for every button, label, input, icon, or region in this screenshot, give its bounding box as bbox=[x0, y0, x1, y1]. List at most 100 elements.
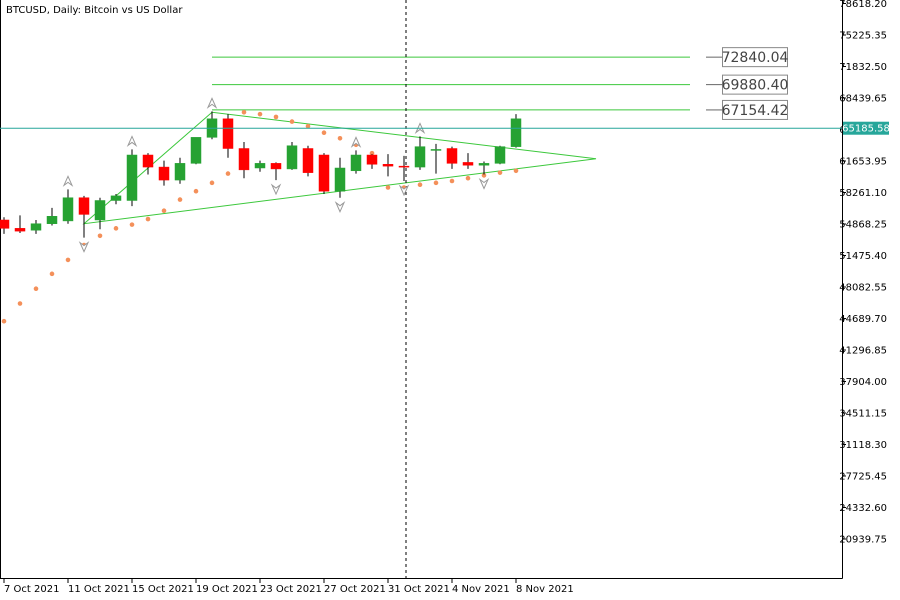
sar-dot bbox=[161, 208, 167, 214]
candle-body bbox=[94, 200, 106, 221]
candle bbox=[318, 153, 330, 194]
candle-body bbox=[0, 219, 10, 229]
candle bbox=[430, 143, 442, 174]
y-tick-label: 61653.95 bbox=[839, 157, 887, 168]
candle-body bbox=[494, 146, 506, 164]
time-axis: 7 Oct 2021 11 Oct 2021 15 Oct 2021 19 Oct 2… bbox=[3, 578, 574, 595]
sar-dot bbox=[177, 197, 183, 202]
sar-dot bbox=[209, 180, 215, 186]
candle-body bbox=[46, 216, 58, 224]
y-tick-label: 78618.20 bbox=[839, 0, 887, 10]
sar-dot bbox=[305, 123, 311, 129]
candle bbox=[174, 157, 186, 184]
candle bbox=[110, 193, 122, 205]
y-tick-label: 34511.15 bbox=[839, 409, 887, 420]
candle-body bbox=[270, 163, 282, 170]
sar-dot bbox=[257, 111, 263, 117]
sar-dot bbox=[65, 257, 71, 263]
sar-dot bbox=[33, 286, 39, 291]
candle bbox=[494, 145, 506, 165]
y-tick-label: 75225.35 bbox=[839, 31, 887, 42]
candle bbox=[78, 195, 90, 238]
fractal-down-arrow bbox=[478, 177, 490, 190]
y-tick-label: 58261.10 bbox=[839, 188, 887, 199]
x-tick-label: 15 Oct 2021 bbox=[132, 584, 194, 595]
fractal-down-arrow bbox=[270, 183, 282, 196]
y-tick-label: 71832.50 bbox=[839, 62, 887, 73]
sar-dot bbox=[337, 135, 343, 141]
candle bbox=[286, 142, 298, 170]
fractal-up-arrow bbox=[350, 136, 362, 148]
level-label-box bbox=[722, 74, 788, 95]
candle bbox=[126, 149, 138, 207]
candle-body bbox=[478, 163, 490, 166]
sar-dot bbox=[113, 226, 119, 231]
candle bbox=[142, 153, 154, 175]
candle-body bbox=[222, 118, 234, 149]
y-tick-label: 37904.00 bbox=[839, 377, 887, 388]
candle-body bbox=[190, 137, 202, 164]
candle-body bbox=[350, 154, 362, 172]
candle-body bbox=[110, 195, 122, 201]
candle-body bbox=[462, 162, 474, 166]
y-tick-label: 31118.30 bbox=[839, 440, 887, 451]
sar-dot bbox=[433, 180, 439, 186]
candle-body bbox=[430, 149, 442, 151]
fractal-up-arrow bbox=[126, 135, 138, 147]
y-tick-label: 44689.70 bbox=[839, 314, 887, 325]
y-tick-label: 51475.40 bbox=[839, 251, 887, 262]
candle-body bbox=[14, 228, 26, 232]
sar-dot bbox=[321, 130, 327, 136]
candle-body bbox=[142, 154, 154, 168]
candle bbox=[238, 142, 250, 179]
candle-body bbox=[302, 148, 314, 173]
candle bbox=[382, 154, 394, 177]
level-label-box bbox=[722, 47, 788, 68]
x-tick-label: 31 Oct 2021 bbox=[388, 584, 450, 595]
candle bbox=[350, 150, 362, 174]
candle bbox=[446, 146, 458, 169]
candle-body bbox=[174, 163, 186, 181]
candle bbox=[222, 114, 234, 158]
candle bbox=[366, 154, 378, 169]
fractal-down-arrow bbox=[334, 201, 346, 213]
candle-body bbox=[286, 145, 298, 170]
sar-dot bbox=[273, 114, 279, 120]
candle-body bbox=[398, 165, 410, 168]
candle-body bbox=[78, 197, 90, 215]
candle-body bbox=[158, 166, 170, 181]
x-tick-label: 11 Oct 2021 bbox=[68, 584, 130, 595]
y-tick-label: 20939.75 bbox=[839, 535, 887, 546]
candle-body bbox=[446, 148, 458, 164]
candle bbox=[302, 145, 314, 177]
x-tick-label: 19 Oct 2021 bbox=[196, 584, 258, 595]
sar-dot bbox=[385, 185, 391, 190]
candle-body bbox=[30, 223, 42, 231]
fractal-up-arrow bbox=[62, 175, 74, 187]
y-tick-label: 68439.65 bbox=[839, 94, 887, 105]
sar-dot bbox=[97, 233, 103, 239]
current-price-badge bbox=[843, 121, 889, 135]
parabolic-sar-series bbox=[1, 109, 519, 324]
y-tick-label: 54868.25 bbox=[839, 220, 887, 231]
candle-body bbox=[510, 118, 522, 147]
sar-dot bbox=[193, 188, 199, 194]
candle bbox=[462, 153, 474, 169]
sar-dot bbox=[145, 216, 151, 222]
chart-title: BTCUSD, Daily: Bitcoin vs US Dollar bbox=[6, 5, 183, 16]
sar-dot bbox=[241, 109, 247, 115]
y-tick-label: 27725.45 bbox=[839, 472, 887, 483]
sar-dot bbox=[465, 175, 471, 181]
candle-body bbox=[334, 167, 346, 192]
y-tick-label: 24332.60 bbox=[839, 503, 887, 514]
candle-body bbox=[254, 163, 266, 169]
candle bbox=[94, 197, 106, 230]
candle-body bbox=[126, 154, 138, 201]
sar-dot bbox=[497, 170, 503, 175]
sar-dot bbox=[17, 301, 23, 306]
x-tick-label: 4 Nov 2021 bbox=[452, 584, 510, 595]
candle bbox=[510, 114, 522, 148]
y-tick-label: 48082.55 bbox=[839, 283, 887, 294]
fractal-down-arrow bbox=[78, 241, 90, 253]
